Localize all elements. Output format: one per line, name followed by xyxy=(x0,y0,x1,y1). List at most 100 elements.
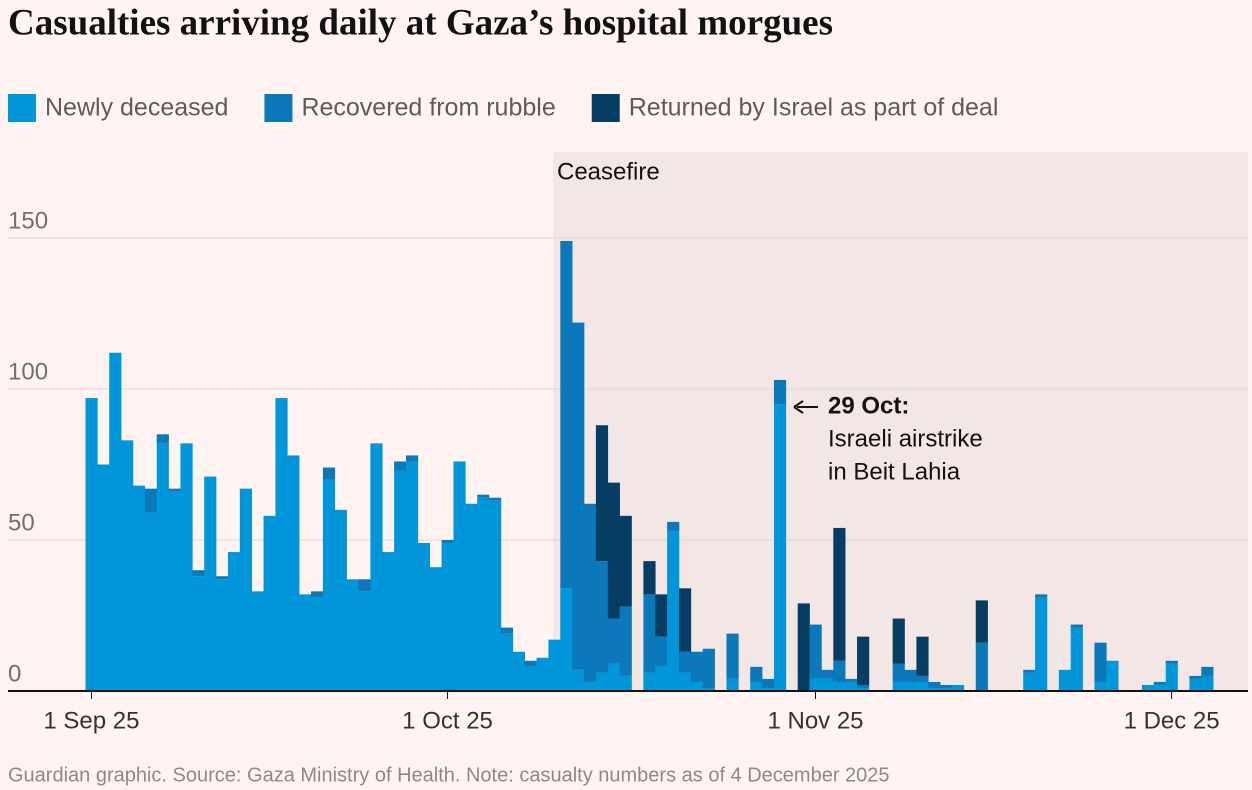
annotation-title: 29 Oct: xyxy=(828,392,909,419)
bar-segment xyxy=(311,597,324,691)
bar-segment xyxy=(370,443,383,691)
bar-segment xyxy=(168,488,181,492)
bar-segment xyxy=(679,672,692,691)
bar-segment xyxy=(595,425,609,562)
bar-segment xyxy=(322,467,336,480)
bar-segment xyxy=(156,434,169,444)
bar-segment xyxy=(358,591,371,691)
bar-segment xyxy=(607,618,620,664)
bar-segment xyxy=(619,606,632,676)
bar-segment xyxy=(500,627,514,634)
bar-segment xyxy=(1201,675,1214,691)
bar-segment xyxy=(845,681,858,691)
annotation: 29 Oct: Israeli airstrike in Beit Lahia xyxy=(793,392,983,485)
bar-segment xyxy=(168,491,181,691)
bar-segment xyxy=(643,561,656,595)
legend-label: Returned by Israel as part of deal xyxy=(629,94,999,122)
shade-label: Ceasefire xyxy=(557,158,660,185)
bar-segment xyxy=(192,576,205,691)
bar-segment xyxy=(405,455,419,462)
bar-segment xyxy=(216,579,229,691)
bar-segment xyxy=(904,681,917,691)
bar-segment xyxy=(584,681,597,691)
bar-segment xyxy=(773,404,787,691)
bar-segment xyxy=(275,398,288,691)
x-tick-label: 1 Nov 25 xyxy=(767,707,863,734)
bar-segment xyxy=(833,660,846,682)
bar-segment xyxy=(857,687,870,691)
bar-segment xyxy=(607,663,620,691)
legend-label: Recovered from rubble xyxy=(301,94,555,122)
bar-segment xyxy=(489,497,502,501)
bar-segment xyxy=(1141,684,1155,691)
bar-segment xyxy=(1094,681,1107,691)
bar-segment xyxy=(477,494,490,498)
bar-segment xyxy=(192,570,205,577)
bar-segment xyxy=(1106,660,1119,691)
bar-segment xyxy=(512,651,525,691)
bar-segment xyxy=(607,482,620,619)
legend-swatch xyxy=(264,94,293,122)
bar-segment xyxy=(560,241,573,589)
bar-segment xyxy=(1153,684,1166,691)
x-tick-label: 1 Sep 25 xyxy=(43,707,139,734)
bar-segment xyxy=(524,660,537,667)
bar-segment xyxy=(263,515,276,691)
bars xyxy=(85,241,1214,691)
bar-segment xyxy=(928,687,941,691)
y-tick-label: 100 xyxy=(8,358,48,385)
source-note: Guardian graphic. Source: Gaza Ministry … xyxy=(8,764,890,786)
bar-segment xyxy=(572,322,585,670)
bar-segment xyxy=(572,669,585,691)
bar-segment xyxy=(762,678,775,688)
bar-segment xyxy=(299,594,312,691)
bar-segment xyxy=(892,663,905,682)
chart-title: Casualties arriving daily at Gaza’s hosp… xyxy=(8,2,833,43)
bar-segment xyxy=(857,684,870,688)
bar-segment xyxy=(477,497,490,691)
bar-segment xyxy=(643,594,656,673)
bar-segment xyxy=(833,681,846,691)
axes: 0 50 100 150 1 Sep 25 1 Oct 25 1 Nov 25 1 Dec 2… xyxy=(8,207,1248,734)
bar-segment xyxy=(394,461,407,471)
bar-segment xyxy=(892,618,905,664)
bar-segment xyxy=(952,684,965,691)
legend-swatch xyxy=(591,94,620,122)
bar-segment xyxy=(524,666,537,691)
bar-segment xyxy=(548,639,561,691)
bar-segment xyxy=(809,624,822,679)
bar-segment xyxy=(679,651,692,673)
bar-segment xyxy=(346,579,359,691)
bar-segment xyxy=(916,636,929,676)
bar-segment xyxy=(441,543,454,691)
bar-segment xyxy=(892,681,905,691)
bar-segment xyxy=(429,567,442,691)
bar-segment xyxy=(679,588,692,652)
bar-segment xyxy=(1035,597,1048,691)
bar-segment xyxy=(940,687,953,691)
bar-segment xyxy=(667,521,680,531)
bar-segment xyxy=(702,648,715,688)
bar-segment xyxy=(453,461,466,691)
bar-segment xyxy=(904,669,917,682)
bar-segment xyxy=(287,455,300,691)
bar-segment xyxy=(560,588,573,691)
bar-segment xyxy=(690,681,704,691)
bar-segment xyxy=(857,636,870,685)
bar-segment xyxy=(1165,660,1178,664)
bar-segment xyxy=(655,594,668,637)
bar-segment xyxy=(227,552,241,691)
bar-segment xyxy=(204,476,217,691)
y-tick-label: 50 xyxy=(8,509,35,536)
bar-segment xyxy=(619,675,632,691)
bar-segment xyxy=(916,675,929,682)
bar-segment xyxy=(121,440,134,691)
bar-segment xyxy=(109,352,122,691)
bar-segment xyxy=(975,600,988,643)
bar-segment xyxy=(1189,675,1202,679)
annotation-line: Israeli airstrike xyxy=(828,425,983,452)
bar-segment xyxy=(595,672,609,691)
bar-segment xyxy=(619,515,632,607)
bar-segment xyxy=(1058,669,1072,691)
